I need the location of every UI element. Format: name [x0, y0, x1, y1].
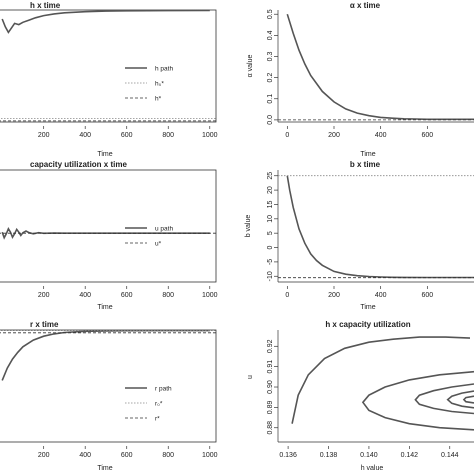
x-tick-label: 400 [375, 292, 387, 299]
x-axis-label: Time [97, 151, 112, 158]
x-tick-label: 1000 [202, 132, 218, 139]
series-line [462, 395, 474, 404]
x-tick-label: 400 [375, 132, 387, 139]
y-tick-label: 0.2 [267, 73, 274, 83]
x-tick-label: 600 [121, 452, 133, 459]
y-axis-label: b value [245, 215, 252, 238]
y-tick-label: 0.5 [267, 9, 274, 19]
y-tick-label: 15 [267, 200, 274, 208]
x-tick-label: 600 [421, 292, 433, 299]
series-line [361, 370, 474, 431]
y-tick-label: 25 [267, 172, 274, 180]
x-tick-label: 200 [38, 292, 50, 299]
chart-title: b x time [350, 160, 381, 169]
legend-label: h* [155, 96, 162, 103]
x-tick-label: 200 [328, 292, 340, 299]
chart-title: h x capacity utilization [325, 320, 410, 329]
y-tick-label: 0 [267, 245, 274, 249]
y-axis-label: α value [247, 55, 254, 78]
chart-title: capacity utilization x time [30, 160, 127, 169]
series-line [414, 383, 474, 415]
y-tick-label: 0.90 [267, 380, 274, 394]
x-tick-label: 400 [79, 132, 91, 139]
x-tick-label: 0.138 [320, 452, 338, 459]
x-tick-label: 400 [79, 292, 91, 299]
series-line [1, 329, 210, 381]
plot-area: 200 400 600 800 1000 h path h₀* h* [0, 9, 218, 139]
y-tick-label: 0.4 [267, 30, 274, 40]
x-tick-label: 400 [79, 452, 91, 459]
plot-area: 0.136 0.138 0.140 0.142 0.144 0.88 0.89 0.90 0.9… [267, 330, 474, 459]
y-tick-label: 0.0 [267, 115, 274, 125]
series-line [446, 390, 474, 409]
x-axis-label: Time [360, 151, 375, 158]
y-tick-label: 0.3 [267, 52, 274, 62]
panel-h-time: h x time Time 200 400 600 800 1000 h path h₀* h… [0, 1, 218, 158]
x-axis-label: h value [361, 465, 384, 472]
panel-capacity-time: capacity utilization x time Time 200 400 6… [0, 160, 218, 311]
x-tick-label: 1000 [202, 292, 218, 299]
legend-label: r* [155, 416, 160, 423]
series-line [286, 13, 474, 121]
x-tick-label: 800 [162, 292, 174, 299]
legend-label: u* [155, 241, 162, 248]
y-tick-label: 5 [267, 231, 274, 235]
x-axis-label: Time [97, 304, 112, 311]
x-axis-label: Time [97, 465, 112, 472]
x-tick-label: 600 [121, 132, 133, 139]
x-tick-label: 1000 [202, 452, 218, 459]
y-tick-label: -10 [267, 271, 274, 281]
legend-label: h path [155, 66, 173, 73]
x-axis-label: Time [360, 304, 375, 311]
x-tick-label: 0.140 [360, 452, 378, 459]
y-tick-label: 0.88 [267, 421, 274, 435]
legend-label: r₀* [155, 401, 163, 408]
series-line [1, 9, 210, 34]
legend-label: h₀* [155, 81, 164, 88]
x-tick-label: 600 [121, 292, 133, 299]
y-tick-label: 10 [267, 215, 274, 223]
x-tick-label: 800 [162, 132, 174, 139]
x-tick-label: 200 [328, 132, 340, 139]
plot-area: 0 200 400 600 -10 -5 0 5 10 15 20 25 [267, 170, 474, 299]
legend-label: r path [155, 386, 172, 393]
y-tick-label: 0.89 [267, 400, 274, 414]
y-tick-label: 0.91 [267, 360, 274, 374]
panel-alpha-time: α x time Time α value 0 200 400 600 0.0 0.1 0.… [247, 1, 474, 158]
plot-frame [0, 169, 217, 283]
chart-title: α x time [350, 1, 381, 10]
plot-frame [0, 329, 217, 443]
x-tick-label: 0.136 [279, 452, 297, 459]
x-tick-label: 600 [421, 132, 433, 139]
panel-r-time: r x time Time 200 400 600 800 1000 r path r₀* r… [0, 320, 218, 472]
x-tick-label: 200 [38, 132, 50, 139]
y-axis-label: u [247, 375, 254, 379]
x-tick-label: 800 [162, 452, 174, 459]
series-line [291, 336, 471, 424]
plot-area: 0 200 400 600 0.0 0.1 0.2 0.3 0.4 0.5 [267, 9, 474, 139]
x-tick-label: 0.142 [401, 452, 419, 459]
y-tick-label: 0.1 [267, 94, 274, 104]
x-tick-label: 0.144 [441, 452, 459, 459]
plot-area: 200 400 600 800 1000 u path u* [0, 169, 218, 299]
y-tick-label: 0.92 [267, 339, 274, 353]
x-tick-label: 0 [285, 292, 289, 299]
chart-title: r x time [30, 320, 59, 329]
plot-frame [0, 9, 217, 123]
y-tick-label: 20 [267, 186, 274, 194]
panel-b-time: b x time Time b value 0 200 400 600 -10 -5 0 5 1… [245, 160, 474, 311]
x-tick-label: 0 [285, 132, 289, 139]
panel-h-capacity: h x capacity utilization h value u 0.136… [247, 320, 474, 472]
y-tick-label: -5 [267, 259, 274, 265]
legend-label: u path [155, 226, 173, 233]
series-line [286, 175, 474, 279]
plot-area: 200 400 600 800 1000 r path r₀* r* [0, 329, 218, 459]
x-tick-label: 200 [38, 452, 50, 459]
chart-title: h x time [30, 1, 61, 10]
